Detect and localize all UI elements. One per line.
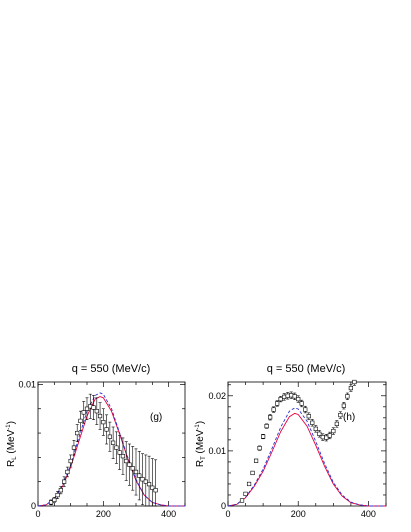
data-point (143, 479, 148, 484)
x-tick-label: 400 (361, 509, 376, 519)
solid-model-curve (227, 412, 386, 507)
data-point (306, 414, 311, 419)
data-point (334, 421, 339, 426)
data-points (239, 379, 357, 503)
data-point (275, 401, 280, 406)
data-point (91, 405, 96, 410)
model-curves (227, 407, 386, 507)
y-tick-label: 0.01 (18, 379, 36, 389)
data-point (285, 393, 290, 398)
data-point (282, 394, 287, 399)
y-tick-label: 0.01 (208, 446, 226, 456)
data-point (65, 469, 70, 475)
data-point (71, 445, 77, 450)
data-point (120, 454, 126, 459)
data-point (81, 410, 86, 415)
axis-ticks: 0 200 400 0 0.01 (18, 379, 186, 519)
panel-label: (h) (343, 412, 355, 423)
data-point (268, 415, 273, 420)
data-point (348, 385, 353, 391)
data-point (264, 423, 269, 429)
chart-title: q = 550 (MeV/c) (267, 363, 346, 375)
data-point (257, 446, 262, 451)
data-point (289, 393, 294, 398)
data-point (253, 458, 259, 463)
data-point (320, 435, 325, 440)
data-point (338, 412, 343, 418)
data-point (324, 435, 329, 440)
x-tick-label: 200 (96, 509, 111, 519)
y-axis-label: RT (MeV-1) (195, 421, 207, 467)
data-point (352, 379, 357, 385)
data-point (327, 433, 332, 438)
data-point (243, 491, 248, 496)
axis-ticks: 0 200 400 0 0.01 0.02 (208, 382, 387, 519)
x-tick-label: 0 (225, 509, 230, 519)
data-point (62, 479, 67, 484)
data-point (341, 403, 346, 408)
data-point (130, 466, 135, 471)
data-point (292, 394, 297, 399)
data-point (261, 434, 266, 439)
data-point (75, 430, 80, 436)
x-tick-label: 200 (291, 509, 306, 519)
data-point (146, 482, 152, 487)
data-point (124, 458, 129, 464)
data-point (310, 420, 315, 425)
chart-panel-h: q = 550 (MeV/c) (h) RT (MeV-1) 0 200 40000… (195, 363, 387, 519)
data-point (271, 407, 276, 412)
data-point (111, 440, 116, 445)
data-point (104, 427, 109, 432)
data-point (101, 420, 106, 425)
data-point (78, 418, 83, 424)
data-point (250, 470, 255, 476)
data-point (296, 396, 301, 402)
data-point (246, 481, 252, 487)
data-point (114, 445, 119, 450)
x-tick-label: 400 (161, 509, 176, 519)
data-point (94, 409, 99, 414)
chart-title: q = 550 (MeV/c) (72, 363, 151, 375)
data-point (107, 434, 112, 439)
data-point (317, 431, 322, 436)
plot-frame (37, 381, 186, 507)
y-axis-label: RL (MeV-1) (6, 421, 18, 467)
data-point (58, 488, 63, 493)
data-point (84, 406, 90, 411)
x-tick-label: 0 (35, 509, 40, 519)
data-point (133, 469, 139, 475)
data-point (137, 473, 142, 478)
data-point (303, 407, 308, 412)
data-point (278, 396, 283, 402)
data-point (140, 477, 145, 482)
data-points (48, 393, 158, 507)
data-point (331, 428, 336, 434)
data-point (117, 450, 122, 455)
y-tick-label: 0.02 (208, 391, 226, 401)
data-point (55, 492, 60, 498)
data-point (97, 413, 103, 419)
chart-panel-g: q = 550 (MeV/c) (g) RL (MeV-1) 0 200 40000… (6, 363, 186, 519)
data-point (127, 462, 132, 467)
plot-frame (227, 381, 387, 507)
data-point (239, 498, 245, 503)
data-point (313, 426, 318, 431)
dashed-model-curve (227, 407, 386, 507)
y-tick-label: 0 (221, 501, 226, 511)
data-point (150, 485, 155, 490)
data-point (52, 497, 57, 503)
data-point (299, 401, 304, 406)
y-tick-label: 0 (31, 501, 36, 511)
data-point (153, 488, 158, 493)
panel-label: (g) (150, 412, 162, 423)
data-point (68, 458, 73, 464)
data-point (345, 394, 350, 399)
